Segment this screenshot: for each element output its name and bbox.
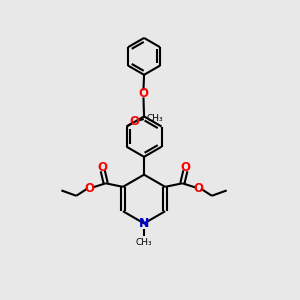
Text: O: O [194,182,203,194]
Text: CH₃: CH₃ [147,114,164,123]
Text: N: N [139,217,149,230]
Text: O: O [139,87,148,100]
Text: O: O [98,161,108,174]
Text: CH₃: CH₃ [136,238,152,247]
Text: O: O [130,115,140,128]
Text: O: O [85,182,95,194]
Text: O: O [180,161,190,174]
